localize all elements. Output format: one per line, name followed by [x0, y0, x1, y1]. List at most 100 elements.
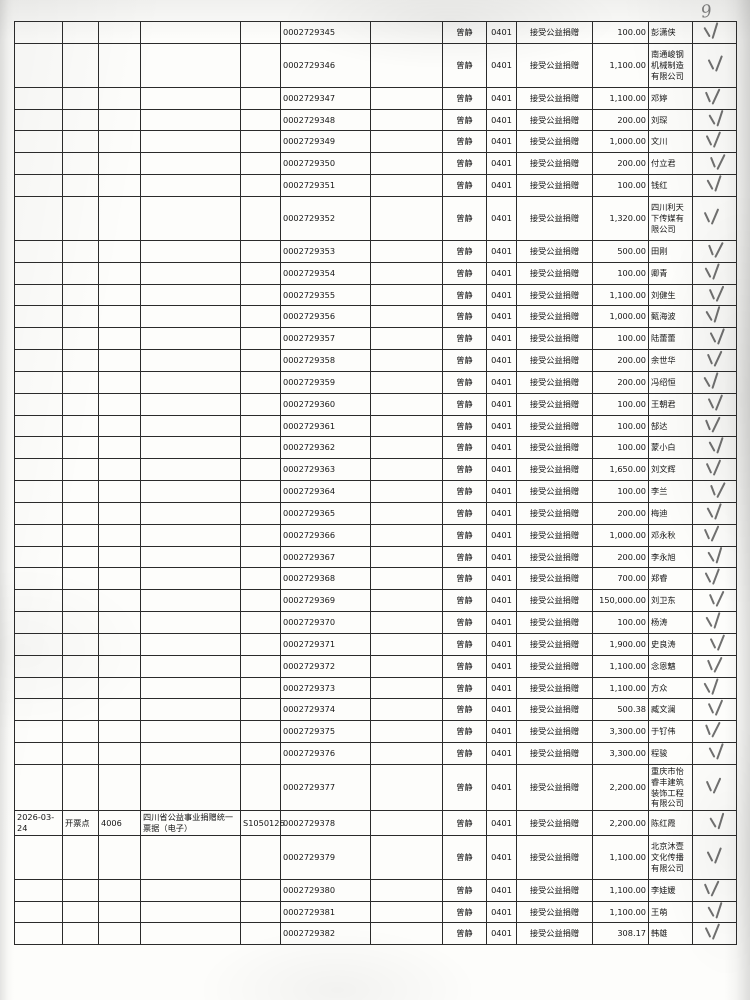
cell-verification-check[interactable] — [692, 834, 737, 880]
table-row[interactable]: 0002729362 曾静 0401 接受公益捐赠 100.00 蒙小白 — [14, 436, 737, 460]
cell-verification-check[interactable] — [692, 458, 737, 482]
table-row[interactable]: 0002729373 曾静 0401 接受公益捐赠 1,100.00 方众 — [14, 676, 737, 700]
table-row[interactable]: 0002729349 曾静 0401 接受公益捐赠 1,000.00 文川 — [14, 130, 737, 154]
table-row[interactable]: 0002729377 曾静 0401 接受公益捐赠 2,200.00 重庆市怡睿丰建筑装饰… — [14, 763, 737, 812]
table-row[interactable]: 0002729361 曾静 0401 接受公益捐赠 100.00 郜达 — [14, 414, 737, 438]
table-row[interactable]: 2026-03-24 开票点 4006 四川省公益事业捐赠统一票据（电子） S10501… — [14, 810, 737, 836]
table-row[interactable]: 0002729364 曾静 0401 接受公益捐赠 100.00 李兰 — [14, 480, 737, 503]
cell-date — [14, 654, 63, 678]
table-row[interactable]: 0002729369 曾静 0401 接受公益捐赠 150,000.00 刘卫东 — [14, 589, 737, 613]
table-row[interactable]: 0002729365 曾静 0401 接受公益捐赠 200.00 梅迪 — [14, 501, 737, 525]
cell-verification-check[interactable] — [692, 86, 737, 110]
cell-code — [98, 900, 141, 924]
cell-amount: 1,100.00 — [592, 834, 649, 880]
cell-amount: 200.00 — [592, 349, 649, 372]
cell-verification-check[interactable] — [692, 239, 737, 263]
table-row[interactable]: 0002729356 曾静 0401 接受公益捐赠 1,000.00 甄海波 — [14, 305, 737, 329]
table-row[interactable]: 0002729366 曾静 0401 接受公益捐赠 1,000.00 邓永秋 — [14, 523, 737, 547]
cell-verification-check[interactable] — [692, 392, 737, 416]
cell-verification-check[interactable] — [692, 611, 737, 634]
table-row[interactable]: 0002729351 曾静 0401 接受公益捐赠 100.00 钱红 — [14, 174, 737, 197]
table-row[interactable]: 0002729348 曾静 0401 接受公益捐赠 200.00 刘琛 — [14, 108, 737, 132]
cell-point — [62, 632, 99, 656]
cell-verification-check[interactable] — [692, 720, 737, 744]
cell-verification-check[interactable] — [692, 810, 737, 836]
cell-item: 0401 — [486, 239, 517, 263]
cell-verification-check[interactable] — [692, 21, 737, 44]
table-row[interactable]: 0002729346 曾静 0401 接受公益捐赠 1,100.00 南通峻钢机械制造有限… — [14, 42, 737, 88]
cell-verification-check[interactable] — [692, 327, 737, 351]
cell-verification-check[interactable] — [692, 349, 737, 372]
cell-verification-check[interactable] — [692, 567, 737, 591]
cell-verification-check[interactable] — [692, 174, 737, 197]
table-row[interactable]: 0002729352 曾静 0401 接受公益捐赠 1,320.00 四川利天下传媒有限公… — [14, 195, 737, 241]
cell-date — [14, 21, 63, 44]
cell-verification-check[interactable] — [692, 763, 737, 812]
table-row[interactable]: 0002729382 曾静 0401 接受公益捐赠 308.17 韩雄 — [14, 922, 737, 946]
table-row[interactable]: 0002729347 曾静 0401 接受公益捐赠 1,100.00 邓婷 — [14, 86, 737, 110]
table-row[interactable]: 0002729372 曾静 0401 接受公益捐赠 1,100.00 念恩魑 — [14, 654, 737, 678]
cell-verification-check[interactable] — [692, 922, 737, 946]
cell-point — [62, 545, 99, 569]
table-row[interactable]: 0002729363 曾静 0401 接受公益捐赠 1,650.00 刘文辉 — [14, 458, 737, 482]
cell-verification-check[interactable] — [692, 632, 737, 656]
cell-verification-check[interactable] — [692, 436, 737, 460]
table-row[interactable]: 0002729374 曾静 0401 接受公益捐赠 500.38 臧文澜 — [14, 698, 737, 722]
cell-verification-check[interactable] — [692, 545, 737, 569]
table-row[interactable]: 0002729376 曾静 0401 接受公益捐赠 3,300.00 程骏 — [14, 742, 737, 765]
cell-verification-check[interactable] — [692, 589, 737, 613]
cell-verification-check[interactable] — [692, 414, 737, 438]
cell-verification-check[interactable] — [692, 305, 737, 329]
table-row[interactable]: 0002729381 曾静 0401 接受公益捐赠 1,100.00 王萌 — [14, 900, 737, 924]
cell-verification-check[interactable] — [692, 676, 737, 700]
cell-invoice-number: 0002729372 — [280, 654, 371, 678]
cell-amount: 1,100.00 — [592, 900, 649, 924]
cell-point — [62, 86, 99, 110]
cell-purpose: 接受公益捐赠 — [516, 611, 593, 634]
table-row[interactable]: 0002729380 曾静 0401 接受公益捐赠 1,100.00 李娃媛 — [14, 878, 737, 902]
cell-serial — [240, 174, 281, 197]
cell-verification-check[interactable] — [692, 152, 737, 176]
cell-verification-check[interactable] — [692, 523, 737, 547]
cell-invoice-number: 0002729347 — [280, 86, 371, 110]
cell-verification-check[interactable] — [692, 42, 737, 88]
cell-verification-check[interactable] — [692, 480, 737, 503]
cell-verification-check[interactable] — [692, 878, 737, 902]
cell-verification-check[interactable] — [692, 108, 737, 132]
cell-verification-check[interactable] — [692, 370, 737, 394]
cell-verification-check[interactable] — [692, 195, 737, 241]
cell-title — [140, 261, 241, 285]
table-row[interactable]: 0002729375 曾静 0401 接受公益捐赠 3,300.00 于钌伟 — [14, 720, 737, 744]
cell-point — [62, 480, 99, 503]
table-row[interactable]: 0002729379 曾静 0401 接受公益捐赠 1,100.00 北京沐壹文化传播有限… — [14, 834, 737, 880]
cell-verification-check[interactable] — [692, 698, 737, 722]
table-row[interactable]: 0002729350 曾静 0401 接受公益捐赠 200.00 付立君 — [14, 152, 737, 176]
cell-purpose: 接受公益捐赠 — [516, 86, 593, 110]
cell-verification-check[interactable] — [692, 261, 737, 285]
table-row[interactable]: 0002729355 曾静 0401 接受公益捐赠 1,100.00 刘健生 — [14, 283, 737, 307]
cell-verification-check[interactable] — [692, 654, 737, 678]
cell-verification-check[interactable] — [692, 283, 737, 307]
table-row[interactable]: 0002729370 曾静 0401 接受公益捐赠 100.00 杨涛 — [14, 611, 737, 634]
table-row[interactable]: 0002729368 曾静 0401 接受公益捐赠 700.00 郑睿 — [14, 567, 737, 591]
check-mark-icon — [702, 460, 724, 476]
table-row[interactable]: 0002729360 曾静 0401 接受公益捐赠 100.00 王朝君 — [14, 392, 737, 416]
cell-point — [62, 436, 99, 460]
cell-verification-check[interactable] — [692, 742, 737, 765]
table-row[interactable]: 0002729353 曾静 0401 接受公益捐赠 500.00 田刚 — [14, 239, 737, 263]
cell-point — [62, 763, 99, 812]
table-row[interactable]: 0002729358 曾静 0401 接受公益捐赠 200.00 余世华 — [14, 349, 737, 372]
cell-purpose: 接受公益捐赠 — [516, 436, 593, 460]
table-row[interactable]: 0002729371 曾静 0401 接受公益捐赠 1,900.00 史良涛 — [14, 632, 737, 656]
cell-payee: 曾静 — [442, 878, 487, 902]
cell-purpose: 接受公益捐赠 — [516, 922, 593, 946]
check-mark-icon — [701, 416, 724, 433]
cell-verification-check[interactable] — [692, 130, 737, 154]
table-row[interactable]: 0002729367 曾静 0401 接受公益捐赠 200.00 李永旭 — [14, 545, 737, 569]
cell-verification-check[interactable] — [692, 501, 737, 525]
table-row[interactable]: 0002729357 曾静 0401 接受公益捐赠 100.00 陆蕾蕾 — [14, 327, 737, 351]
cell-verification-check[interactable] — [692, 900, 737, 924]
table-row[interactable]: 0002729345 曾静 0401 接受公益捐赠 100.00 彭潇侠 — [14, 21, 737, 44]
table-row[interactable]: 0002729354 曾静 0401 接受公益捐赠 100.00 卿青 — [14, 261, 737, 285]
table-row[interactable]: 0002729359 曾静 0401 接受公益捐赠 200.00 冯绍恒 — [14, 370, 737, 394]
